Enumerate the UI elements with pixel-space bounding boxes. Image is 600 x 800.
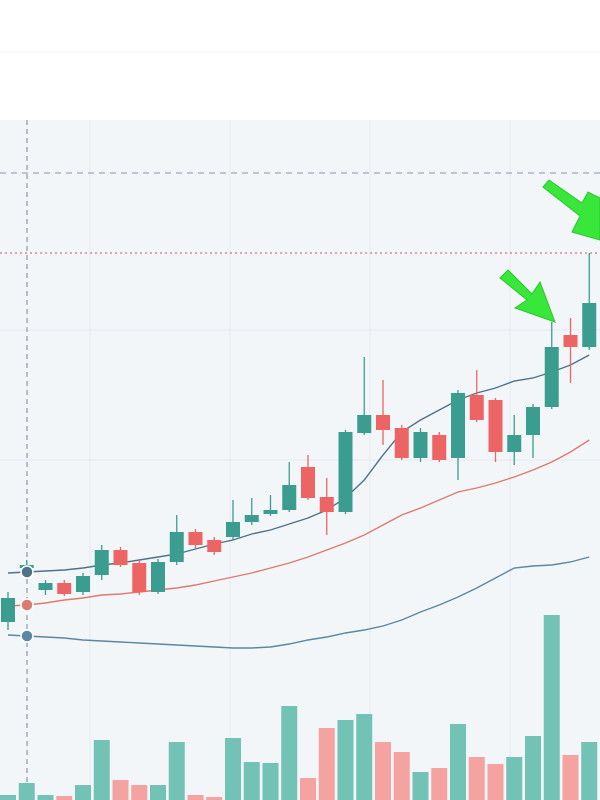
candle-body xyxy=(1,598,15,622)
volume-bar xyxy=(206,797,223,800)
crosshair-dot xyxy=(20,565,34,579)
candle-body xyxy=(57,583,72,594)
volume-bar xyxy=(431,768,448,800)
candle-body xyxy=(94,550,109,575)
volume-bar xyxy=(468,757,485,800)
volume-bar xyxy=(225,738,241,800)
candle-body xyxy=(413,432,428,458)
candle-body xyxy=(507,435,522,452)
candle-body xyxy=(432,435,447,460)
volume-bar xyxy=(412,772,429,800)
candle-body xyxy=(207,540,222,552)
volume-bar xyxy=(393,752,410,800)
volume-bar xyxy=(262,763,279,800)
crosshair-dot xyxy=(20,629,34,643)
volume-bar xyxy=(337,720,354,800)
candle-body xyxy=(394,428,409,458)
candle-body xyxy=(301,467,315,498)
candle-body xyxy=(338,432,353,512)
volume-bar xyxy=(75,785,91,800)
volume-bar xyxy=(0,795,16,800)
volume-bar xyxy=(112,780,129,800)
candle-body xyxy=(488,400,503,452)
band-line xyxy=(7,439,590,607)
volume-bar xyxy=(56,796,73,800)
volume-bar xyxy=(581,742,598,800)
arrow xyxy=(499,269,556,323)
volume-bar xyxy=(150,785,166,800)
candle-body xyxy=(76,576,90,592)
candle-body xyxy=(376,415,390,430)
volume-bar xyxy=(450,724,466,800)
candle-body xyxy=(469,395,484,420)
volume-bar xyxy=(543,615,560,800)
volume-bar xyxy=(562,755,579,800)
volume-bar xyxy=(356,714,373,800)
band-line xyxy=(7,556,590,649)
candle-body xyxy=(319,497,334,512)
candle-body xyxy=(113,550,128,565)
volume-bar xyxy=(281,706,298,800)
candle-body xyxy=(582,303,597,347)
candle-body xyxy=(526,407,540,435)
volume-bar xyxy=(18,783,35,800)
header-area xyxy=(0,0,600,120)
plot-layer xyxy=(0,172,600,800)
candle-body xyxy=(544,347,559,407)
volume-bar xyxy=(93,740,110,800)
candle-body xyxy=(188,532,203,545)
volume-bar xyxy=(506,757,523,800)
candle-body xyxy=(38,583,53,590)
candle-body xyxy=(226,522,240,537)
candle-body xyxy=(169,532,184,562)
candle-body xyxy=(132,563,147,592)
volume-bar xyxy=(300,778,316,800)
volume-bar xyxy=(243,762,260,800)
volume-bar xyxy=(318,728,335,800)
candle-body xyxy=(451,393,465,458)
candle-body xyxy=(282,485,297,510)
candle-body xyxy=(151,562,165,592)
volume-bar xyxy=(187,795,204,800)
candle-body xyxy=(244,515,259,522)
candle-body xyxy=(563,335,578,347)
annotations xyxy=(499,179,600,323)
candle-body xyxy=(357,415,372,433)
volume-bar xyxy=(168,742,185,800)
arrow xyxy=(542,179,600,241)
volume-bar xyxy=(37,795,54,800)
volume-bar xyxy=(375,742,391,800)
volume-bar xyxy=(525,736,541,800)
grid xyxy=(0,120,600,800)
candle-body xyxy=(263,510,278,514)
volume-bar xyxy=(487,764,504,800)
crosshair-dot xyxy=(20,598,34,612)
volume-bar xyxy=(131,785,148,800)
